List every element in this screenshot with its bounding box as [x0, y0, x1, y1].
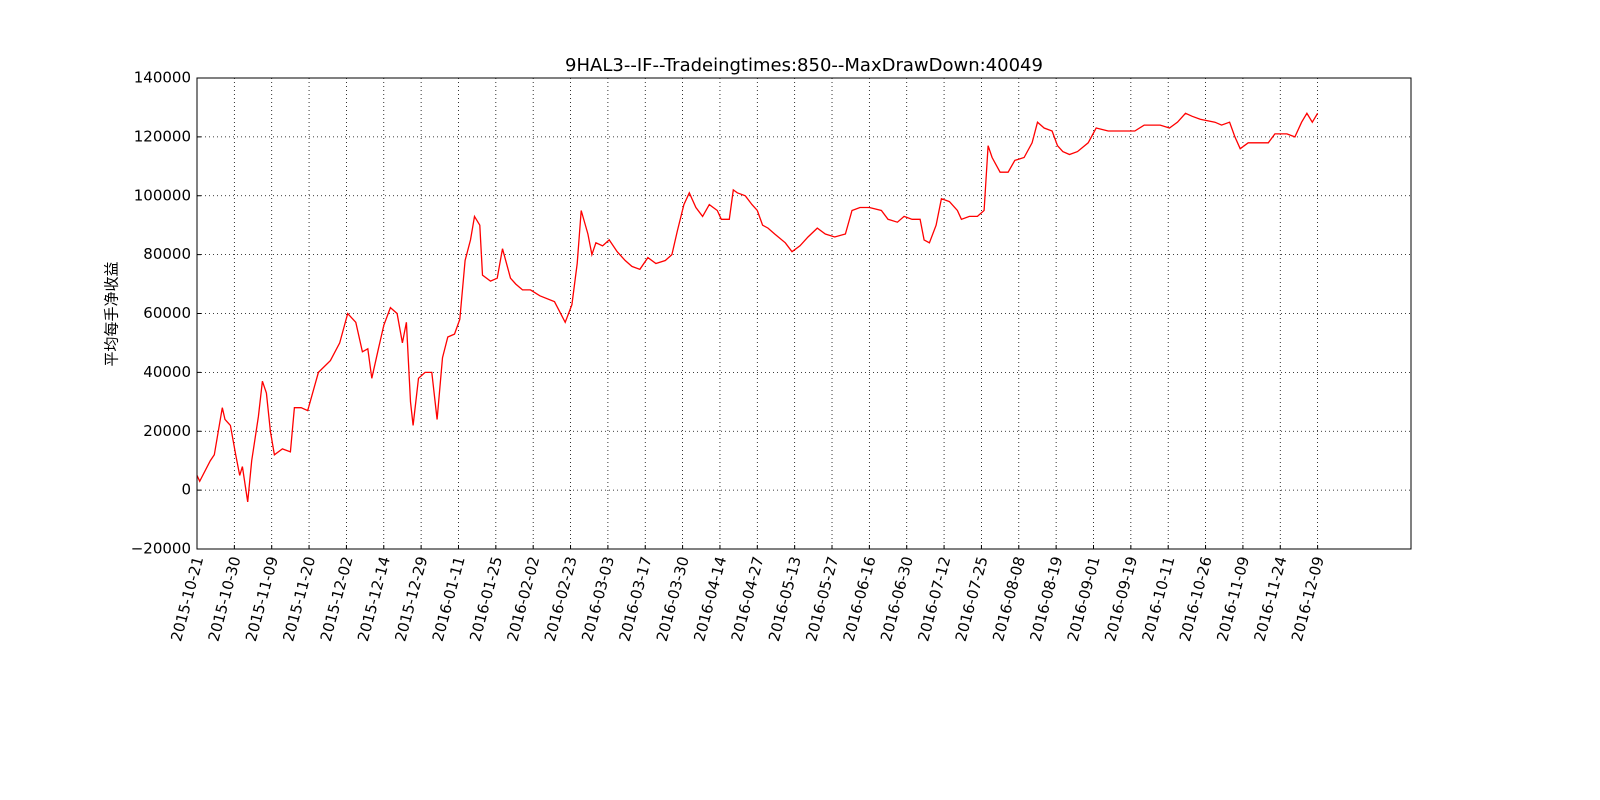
- plot-area: [196, 112, 1319, 502]
- x-tick-label: 2016-03-03: [578, 555, 618, 644]
- y-tick-label: 20000: [143, 422, 191, 440]
- x-tick-label: 2016-02-23: [541, 555, 581, 644]
- x-tick-label: 2016-02-02: [503, 555, 543, 644]
- x-tick-label: 2015-12-29: [391, 555, 431, 644]
- x-tick-label: 2016-04-14: [690, 555, 730, 644]
- x-tick-label: 2016-03-30: [653, 555, 693, 644]
- x-tick-label: 2015-12-14: [354, 555, 394, 644]
- x-tick-label: 2015-11-09: [242, 555, 282, 644]
- y-tick-label: 120000: [134, 127, 191, 145]
- y-tick-label: 80000: [143, 245, 191, 263]
- y-tick-label: 40000: [143, 363, 191, 381]
- data-line: [196, 112, 1319, 502]
- chart-title: 9HAL3--IF--Tradeingtimes:850--MaxDrawDow…: [565, 55, 1043, 76]
- x-tick-label: 2016-01-25: [466, 555, 506, 644]
- y-axis-label: 平均每手净收益: [103, 261, 121, 366]
- y-tick-label: 140000: [134, 69, 191, 87]
- y-tick-label: −20000: [131, 540, 191, 558]
- x-tick-label: 2016-10-26: [1176, 555, 1216, 644]
- x-tick-label: 2016-01-11: [429, 555, 469, 644]
- grid: [196, 77, 1411, 550]
- x-tick-label: 2016-08-08: [989, 555, 1029, 644]
- y-tick-label: 100000: [134, 186, 191, 204]
- x-tick-label: 2016-05-27: [802, 555, 842, 644]
- x-tick-label: 2016-07-25: [952, 555, 992, 644]
- x-tick-label: 2016-05-13: [765, 555, 805, 644]
- x-tick-label: 2016-11-09: [1213, 555, 1253, 644]
- x-tick-label: 2015-10-21: [167, 555, 207, 644]
- tick-labels: −20000 0 20000 40000 60000 80000 100000 120000 1…: [131, 69, 1328, 644]
- axes-frame: [196, 77, 1412, 550]
- y-tick-label: 60000: [143, 304, 191, 322]
- x-tick-label: 2015-10-30: [205, 555, 245, 644]
- x-tick-label: 2016-06-16: [840, 555, 880, 644]
- x-tick-label: 2016-08-19: [1026, 555, 1066, 644]
- x-tick-label: 2016-09-01: [1064, 555, 1104, 644]
- y-tick-label: 0: [181, 481, 191, 499]
- x-tick-label: 2016-07-12: [914, 555, 954, 644]
- x-tick-label: 2015-12-02: [317, 555, 357, 644]
- x-tick-label: 2016-09-19: [1101, 555, 1141, 644]
- x-tick-label: 2016-12-09: [1288, 555, 1328, 644]
- x-tick-label: 2015-11-20: [279, 555, 319, 644]
- x-tick-label: 2016-10-11: [1138, 555, 1178, 644]
- x-tick-label: 2016-04-27: [728, 555, 768, 644]
- x-tick-label: 2016-03-17: [616, 555, 656, 644]
- x-tick-label: 2016-06-30: [877, 555, 917, 644]
- x-tick-label: 2016-11-24: [1251, 555, 1291, 644]
